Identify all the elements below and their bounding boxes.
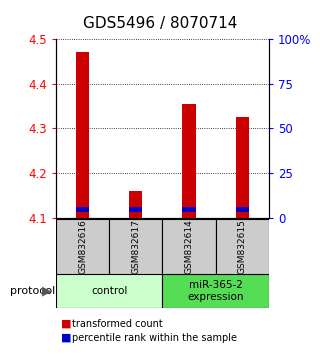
Text: protocol: protocol	[10, 286, 55, 296]
Bar	[163, 219, 216, 274]
Bar	[236, 207, 249, 212]
Bar	[236, 117, 249, 218]
Bar	[76, 207, 89, 212]
Bar	[109, 219, 162, 274]
Text: GSM832615: GSM832615	[238, 219, 247, 274]
Text: ▶: ▶	[42, 285, 51, 297]
Bar	[129, 207, 142, 212]
Text: miR-365-2
expression: miR-365-2 expression	[187, 280, 244, 302]
Bar	[182, 207, 196, 212]
Text: GSM832616: GSM832616	[78, 219, 87, 274]
Text: GSM832617: GSM832617	[131, 219, 140, 274]
Bar	[76, 52, 89, 218]
Bar	[216, 219, 269, 274]
Text: transformed count: transformed count	[72, 319, 163, 329]
Text: ■: ■	[61, 319, 71, 329]
Text: ■: ■	[61, 333, 71, 343]
Text: GSM832614: GSM832614	[185, 219, 194, 274]
Text: GDS5496 / 8070714: GDS5496 / 8070714	[83, 16, 237, 31]
Bar	[163, 274, 269, 308]
Bar	[56, 274, 163, 308]
Bar	[129, 191, 142, 218]
Text: control: control	[91, 286, 127, 296]
Text: percentile rank within the sample: percentile rank within the sample	[72, 333, 237, 343]
Bar	[56, 219, 109, 274]
Bar	[182, 104, 196, 218]
